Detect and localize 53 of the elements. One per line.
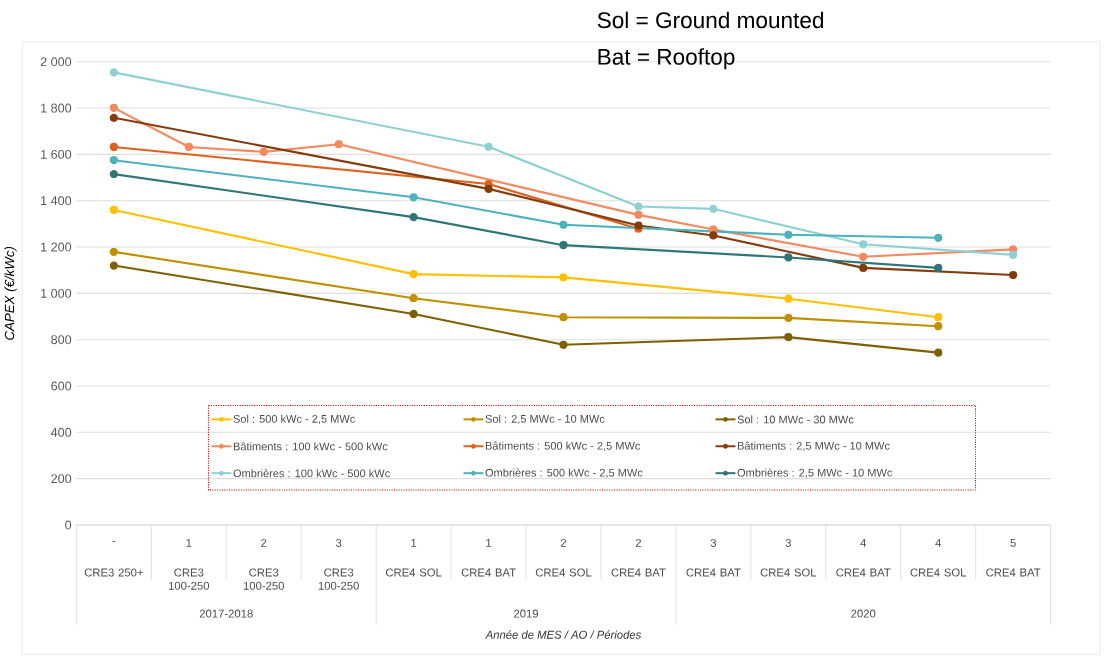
text: 2019 xyxy=(514,609,539,618)
x-tick-label: CRE4 SOL xyxy=(910,568,967,577)
x-tick-label: CRE4 BAT xyxy=(986,568,1041,577)
x-tick-label: CRE4 SOL xyxy=(535,568,592,577)
text: 2020 xyxy=(851,609,876,618)
y-tick-label: 2 000 xyxy=(40,57,72,67)
text: 4 xyxy=(935,538,942,547)
text: 1 xyxy=(186,538,192,547)
legend-label: Bâtiments : 2,5 MWc - 10 MWc xyxy=(737,441,890,451)
x-tick-label: CRE4 BAT xyxy=(461,568,516,577)
legend-label: Sol : 2,5 MWc - 10 MWc xyxy=(485,414,605,424)
text: 3 xyxy=(335,538,342,547)
text: 2 xyxy=(560,538,567,547)
y-tick-label: 1 800 xyxy=(41,103,72,113)
x-tick-label: CRE3 100-250 xyxy=(168,568,210,590)
text: 3 xyxy=(710,538,717,547)
text: 3 xyxy=(785,538,791,547)
legend-label: Sol : 500 kWc - 2,5 MWc xyxy=(233,414,356,424)
y-tick-label: 800 xyxy=(51,334,72,344)
text: 5 xyxy=(1010,538,1016,547)
y-tick-label: 1 600 xyxy=(41,149,72,159)
text: 1 xyxy=(411,538,417,547)
legend-label: Bâtiments : 500 kWc - 2,5 MWc xyxy=(485,441,641,451)
x-tick-label: CRE4 SOL xyxy=(760,568,817,577)
text: 2 xyxy=(261,538,267,547)
legend-label: Ombrières : 500 kWc - 2,5 MWc xyxy=(485,468,643,478)
legend-label: Bâtiments : 100 kWc - 500 kWc xyxy=(233,441,388,451)
y-tick-label: 1 200 xyxy=(41,242,72,252)
x-tick-label: CRE3 100-250 xyxy=(318,568,359,590)
text: - xyxy=(112,540,116,542)
text: 2 xyxy=(635,538,641,547)
legend-label: Ombrières : 100 kWc - 500 kWc xyxy=(233,468,390,478)
x-tick-label: CRE3 250+ xyxy=(84,568,143,577)
annotation: Bat = Rooftop xyxy=(598,48,735,70)
text: 1 xyxy=(486,538,492,547)
y-tick-label: 1 000 xyxy=(41,288,72,298)
legend-label: Ombrières : 2,5 MWc - 10 MWc xyxy=(737,468,893,478)
y-tick-label: 0 xyxy=(65,520,72,530)
legend-label: Sol : 10 MWc - 30 MWc xyxy=(737,415,854,424)
x-tick-label: CRE4 BAT xyxy=(686,568,741,577)
x-tick-label: CRE3 100-250 xyxy=(243,568,284,590)
y-tick-label: 200 xyxy=(51,473,72,483)
text: 2017-2018 xyxy=(199,609,253,618)
y-tick-label: 1 400 xyxy=(41,196,72,205)
text: Sol = Ground mounted xyxy=(597,11,824,28)
x-tick-label: CRE4 BAT xyxy=(611,568,666,577)
x-tick-label: CRE4 SOL xyxy=(385,568,442,577)
y-tick-label: 400 xyxy=(50,427,72,437)
x-tick-label: CRE4 BAT xyxy=(836,568,891,577)
x-axis-title: Année de MES / AO / Périodes xyxy=(485,630,642,639)
text: 4 xyxy=(860,538,867,547)
y-axis-title: CAPEX (€/kWc) xyxy=(4,246,17,340)
y-tick-label: 600 xyxy=(51,381,72,391)
